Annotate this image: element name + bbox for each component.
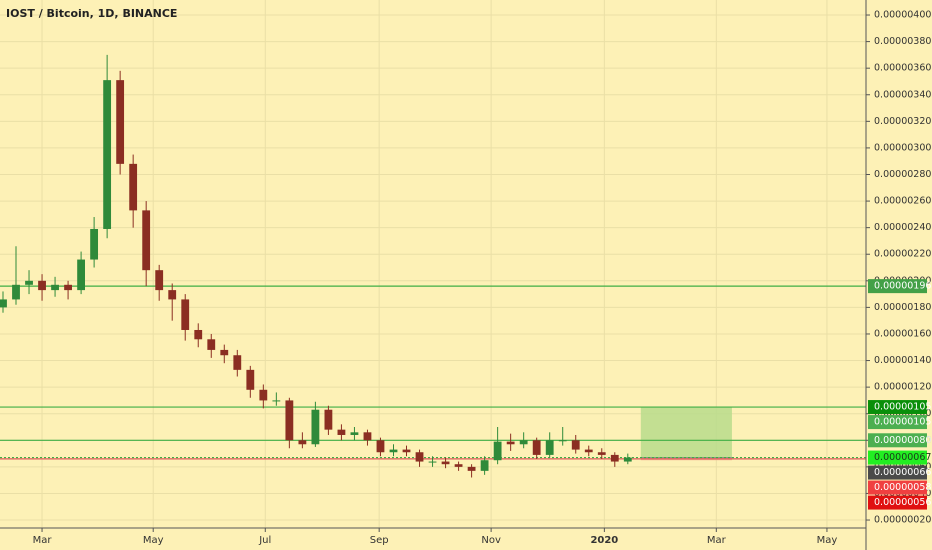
y-tick-label: 0.00000280	[874, 169, 931, 180]
price-label: 0.00000105	[874, 417, 931, 428]
candle-body	[337, 429, 346, 435]
price-label: 0.00000056	[874, 497, 931, 508]
y-tick-label: 0.00000020	[874, 515, 931, 526]
candle-body	[64, 284, 72, 291]
candle-body	[233, 355, 242, 370]
candle-body	[389, 449, 398, 453]
y-tick-label: 0.00000380	[874, 36, 931, 47]
candle-body	[168, 290, 177, 300]
candle-body	[246, 369, 255, 390]
candle-body	[259, 389, 268, 401]
candle-body	[298, 440, 307, 445]
candle-body	[116, 80, 125, 164]
y-tick-label: 0.00000120	[874, 382, 931, 393]
candle-body	[480, 460, 489, 471]
price-label-bg	[868, 415, 927, 430]
candle-body	[584, 449, 593, 453]
candle-body	[155, 270, 164, 291]
candle-body	[428, 461, 437, 463]
price-label: 0.00000058	[874, 482, 931, 493]
price-label-bg	[868, 465, 927, 480]
candle-body	[181, 299, 190, 330]
candle-body	[129, 163, 138, 211]
price-label: 0.00000080	[874, 435, 931, 446]
candle-body	[597, 452, 606, 455]
y-tick-label: 0.00000220	[874, 249, 931, 260]
price-label-bg	[868, 400, 927, 415]
x-tick-label: Mar	[707, 535, 727, 546]
candle-body	[324, 409, 333, 430]
candle-body	[51, 284, 59, 291]
price-label-bg	[868, 480, 927, 495]
candle-body	[467, 466, 476, 471]
candle-body	[0, 299, 7, 308]
price-label-bg	[868, 433, 927, 448]
y-tick-label: 0.00000180	[874, 302, 931, 313]
candle-body	[532, 440, 541, 455]
candle-body	[285, 400, 294, 441]
y-tick-label: 0.00000140	[874, 355, 931, 366]
candle-body	[571, 440, 580, 450]
candle-body	[623, 457, 632, 462]
x-tick-label: May	[143, 535, 164, 546]
candle-body	[441, 461, 450, 465]
candle-body	[220, 349, 229, 356]
price-label-bg	[868, 495, 927, 510]
price-label: 0.00000066	[874, 467, 931, 478]
candle-body	[545, 440, 554, 455]
candle-body	[415, 452, 424, 462]
x-tick-label: 2020	[590, 535, 618, 546]
candle-body	[25, 280, 33, 285]
candle-body	[610, 454, 619, 462]
candle-body	[272, 400, 281, 402]
candle-body	[402, 449, 411, 453]
y-tick-label: 0.00000400	[874, 10, 931, 21]
price-label-bg	[868, 279, 927, 294]
candle-body	[12, 284, 20, 300]
x-tick-label: Sep	[370, 535, 389, 546]
x-tick-label: Mar	[33, 535, 53, 546]
x-tick-label: Jul	[258, 535, 271, 546]
y-tick-label: 0.00000320	[874, 116, 931, 127]
candle-body	[454, 464, 463, 467]
price-label: 0.00000196	[874, 281, 931, 292]
candle-body	[207, 339, 216, 350]
candle-body	[311, 409, 320, 445]
candle-body	[493, 441, 502, 461]
x-tick-label: Nov	[481, 535, 501, 546]
y-tick-label: 0.00000360	[874, 63, 931, 74]
candle-body	[77, 259, 85, 291]
price-label-bg	[868, 450, 927, 465]
x-tick-label: May	[817, 535, 838, 546]
candle-body	[558, 440, 567, 442]
target-zone	[640, 407, 732, 458]
candle-body	[103, 80, 112, 229]
price-label: 0.00000067	[874, 452, 931, 463]
y-tick-label: 0.00000340	[874, 89, 931, 100]
candle-body	[519, 440, 528, 445]
candle-body	[142, 210, 151, 271]
candle-body	[350, 432, 359, 435]
y-tick-label: 0.00000240	[874, 222, 931, 233]
y-tick-label: 0.00000160	[874, 328, 931, 339]
price-label: 0.00000105	[874, 402, 931, 413]
candle-body	[506, 441, 515, 445]
candle-body	[38, 280, 46, 291]
chart-title: IOST / Bitcoin, 1D, BINANCE	[6, 7, 177, 20]
candle-body	[376, 440, 385, 453]
candle-body	[194, 329, 203, 340]
y-tick-label: 0.00000300	[874, 142, 931, 153]
candle-body	[363, 432, 372, 441]
candle-body	[90, 228, 99, 260]
y-tick-label: 0.00000260	[874, 196, 931, 207]
